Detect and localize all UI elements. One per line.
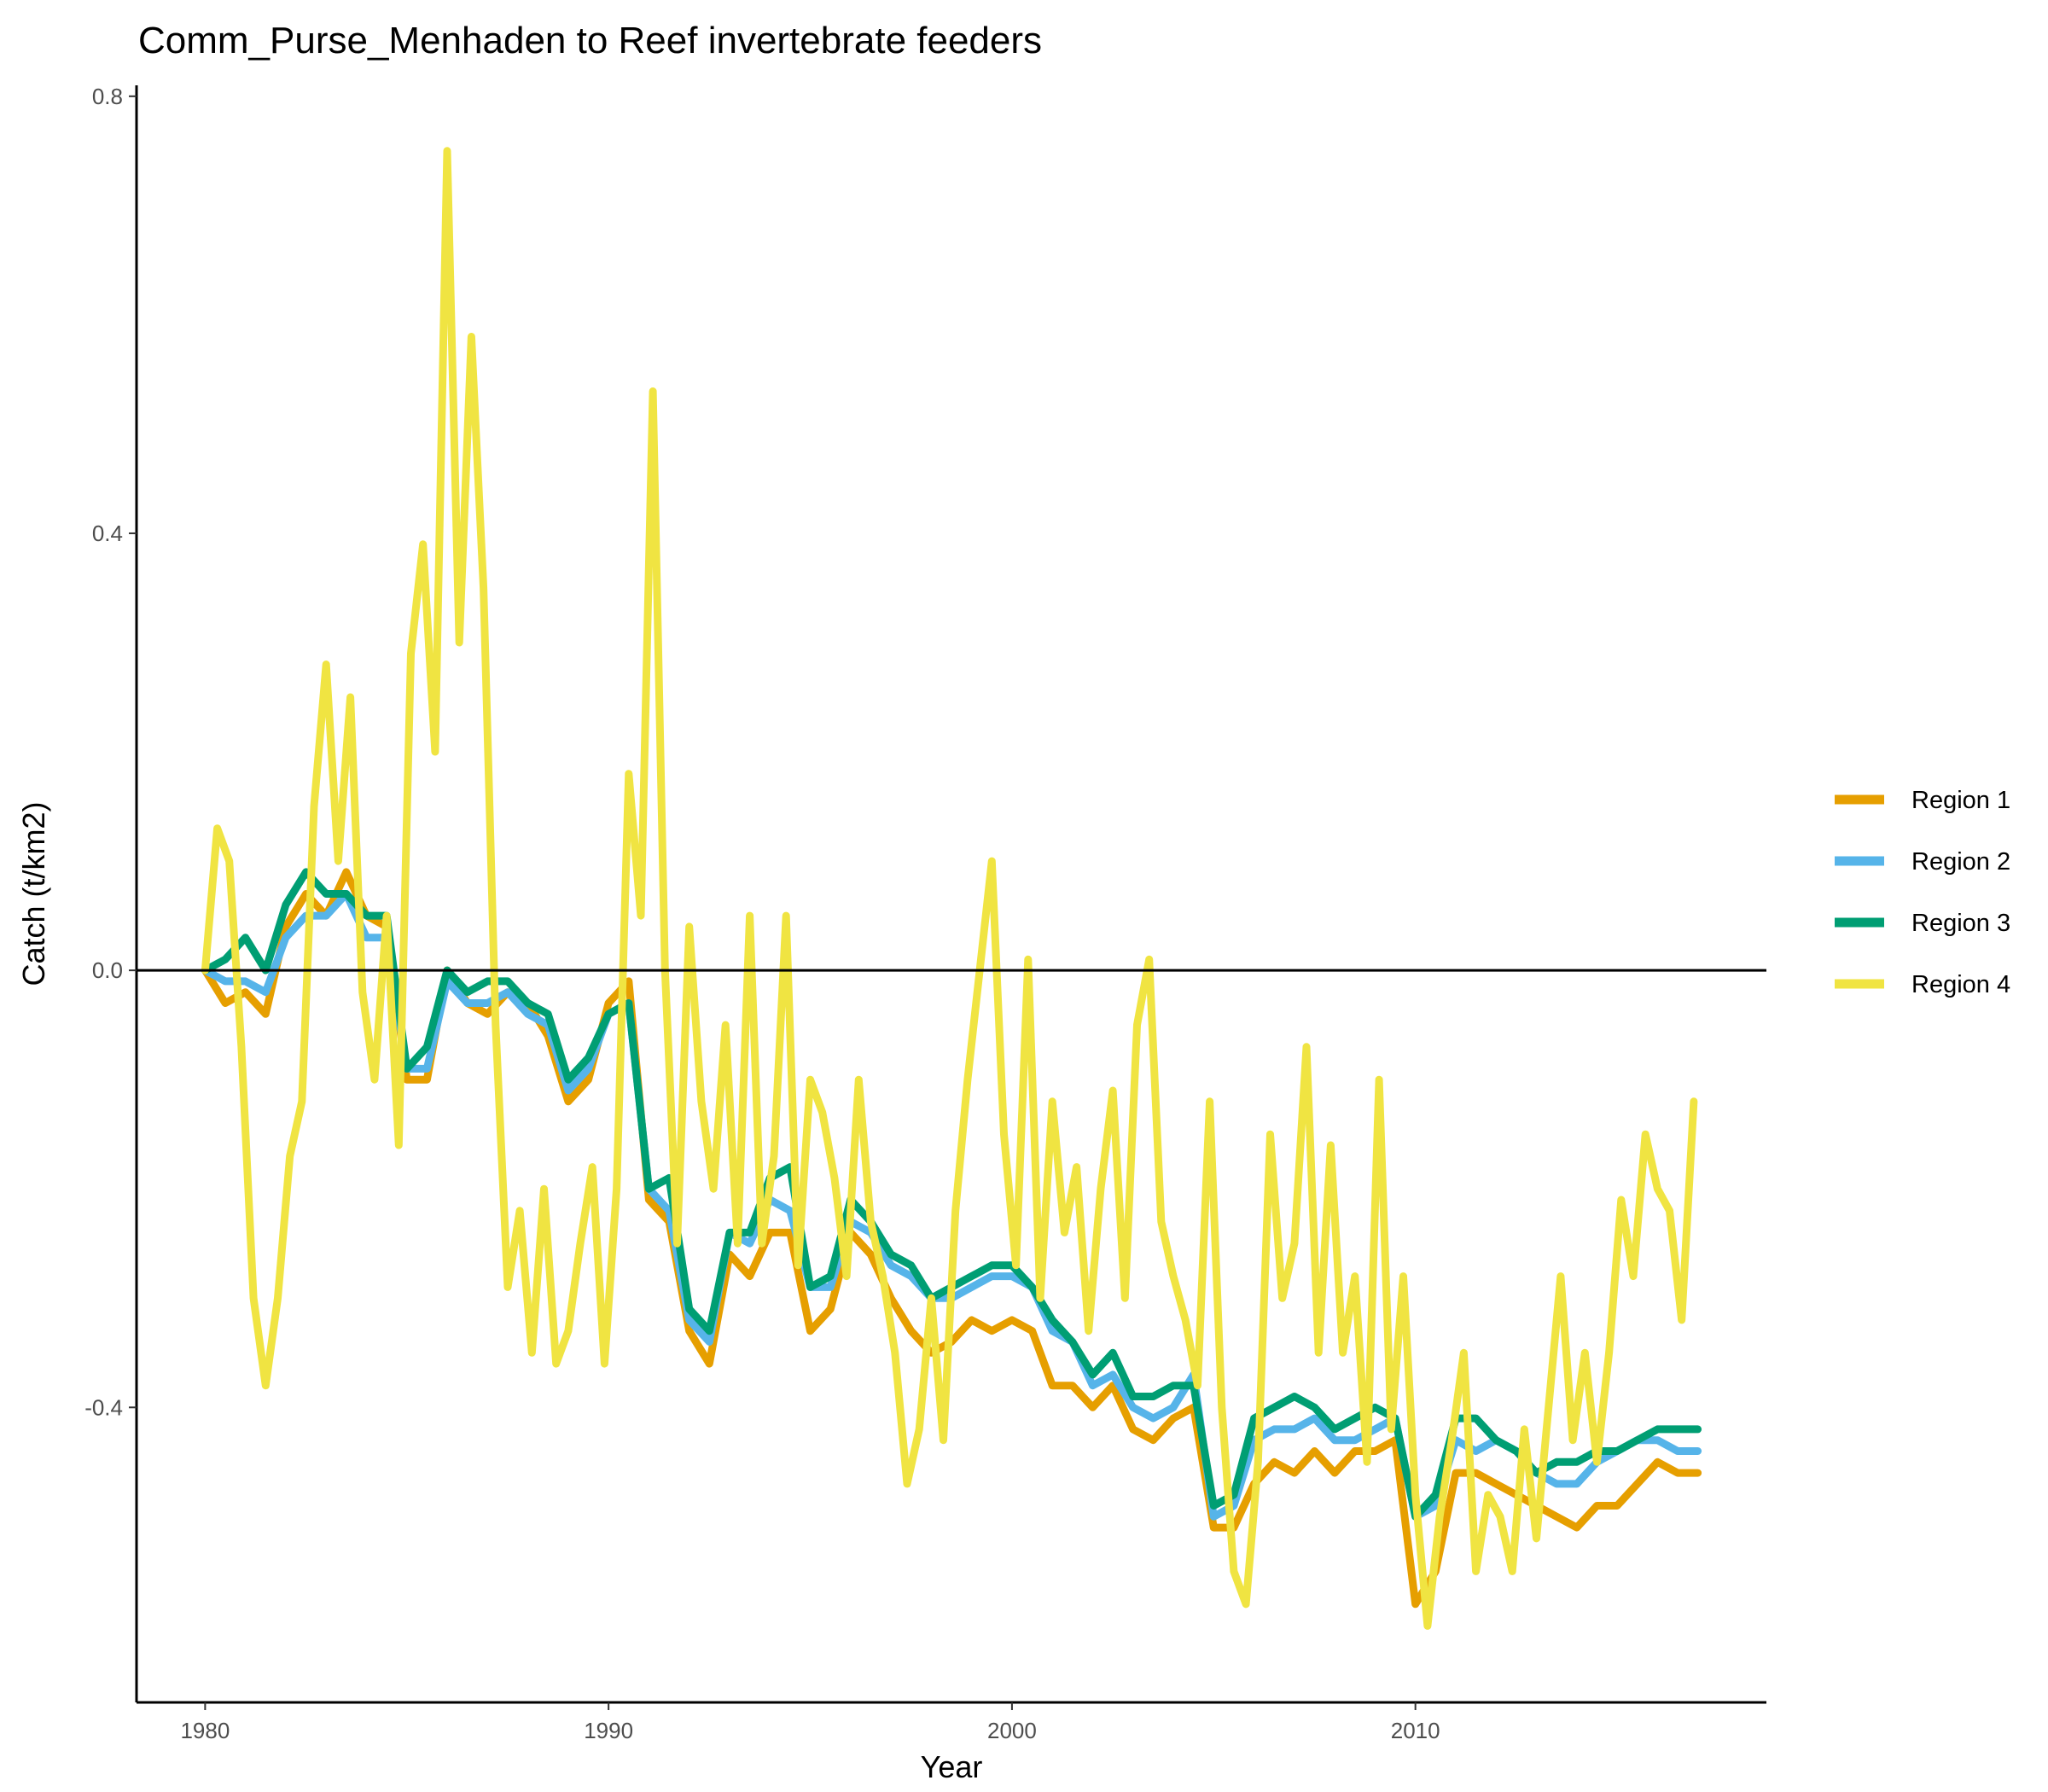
y-tick-label: -0.4 — [84, 1394, 123, 1420]
series-layer — [201, 147, 1702, 1630]
legend: Region 1 Region 2 Region 3 Region 4 — [1835, 787, 2010, 998]
y-axis-ticks: 0.8 0.4 0.0 -0.4 — [84, 84, 137, 1420]
legend-label-region-3: Region 3 — [1911, 910, 2010, 937]
series-line-region-4 — [201, 147, 1698, 1630]
x-tick-label: 2010 — [1391, 1718, 1440, 1743]
x-tick-label: 2000 — [987, 1718, 1037, 1743]
chart-title: Comm_Purse_Menhaden to Reef invertebrate… — [138, 20, 1042, 61]
x-axis-title: Year — [921, 1749, 983, 1784]
x-tick-label: 1980 — [180, 1718, 230, 1743]
series-line-region-2 — [201, 890, 1702, 1521]
series-line-region-3 — [201, 868, 1702, 1521]
x-tick-label: 1990 — [584, 1718, 633, 1743]
y-tick-label: 0.8 — [92, 84, 123, 109]
y-tick-label: 0.0 — [92, 957, 123, 983]
x-axis-ticks: 1980 1990 2000 2010 — [180, 1702, 1440, 1743]
y-axis-title: Catch (t/km2) — [16, 801, 51, 986]
legend-label-region-2: Region 2 — [1911, 848, 2010, 876]
legend-label-region-4: Region 4 — [1911, 971, 2010, 998]
y-tick-label: 0.4 — [92, 521, 123, 546]
legend-label-region-1: Region 1 — [1911, 787, 2010, 814]
